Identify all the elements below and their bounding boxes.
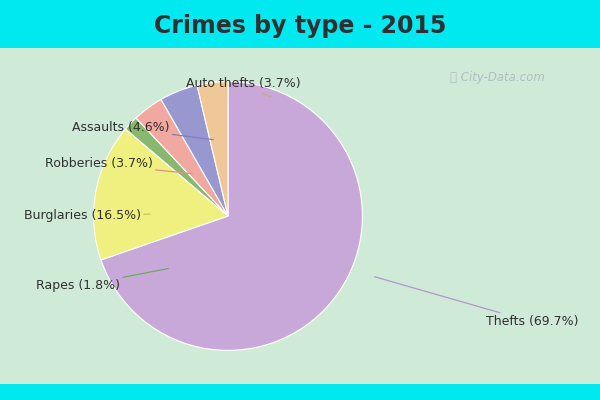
- Text: Assaults (4.6%): Assaults (4.6%): [72, 122, 213, 140]
- Wedge shape: [101, 82, 362, 350]
- Text: ⓘ City-Data.com: ⓘ City-Data.com: [450, 72, 545, 84]
- Wedge shape: [161, 85, 228, 216]
- Text: Burglaries (16.5%): Burglaries (16.5%): [24, 210, 150, 222]
- Text: Crimes by type - 2015: Crimes by type - 2015: [154, 14, 446, 38]
- Text: Rapes (1.8%): Rapes (1.8%): [36, 268, 168, 292]
- Text: Thefts (69.7%): Thefts (69.7%): [374, 277, 578, 328]
- Wedge shape: [125, 118, 228, 216]
- Wedge shape: [136, 100, 228, 216]
- Text: Auto thefts (3.7%): Auto thefts (3.7%): [186, 78, 301, 97]
- Wedge shape: [94, 129, 228, 260]
- Text: Robberies (3.7%): Robberies (3.7%): [45, 158, 192, 174]
- Wedge shape: [197, 82, 228, 216]
